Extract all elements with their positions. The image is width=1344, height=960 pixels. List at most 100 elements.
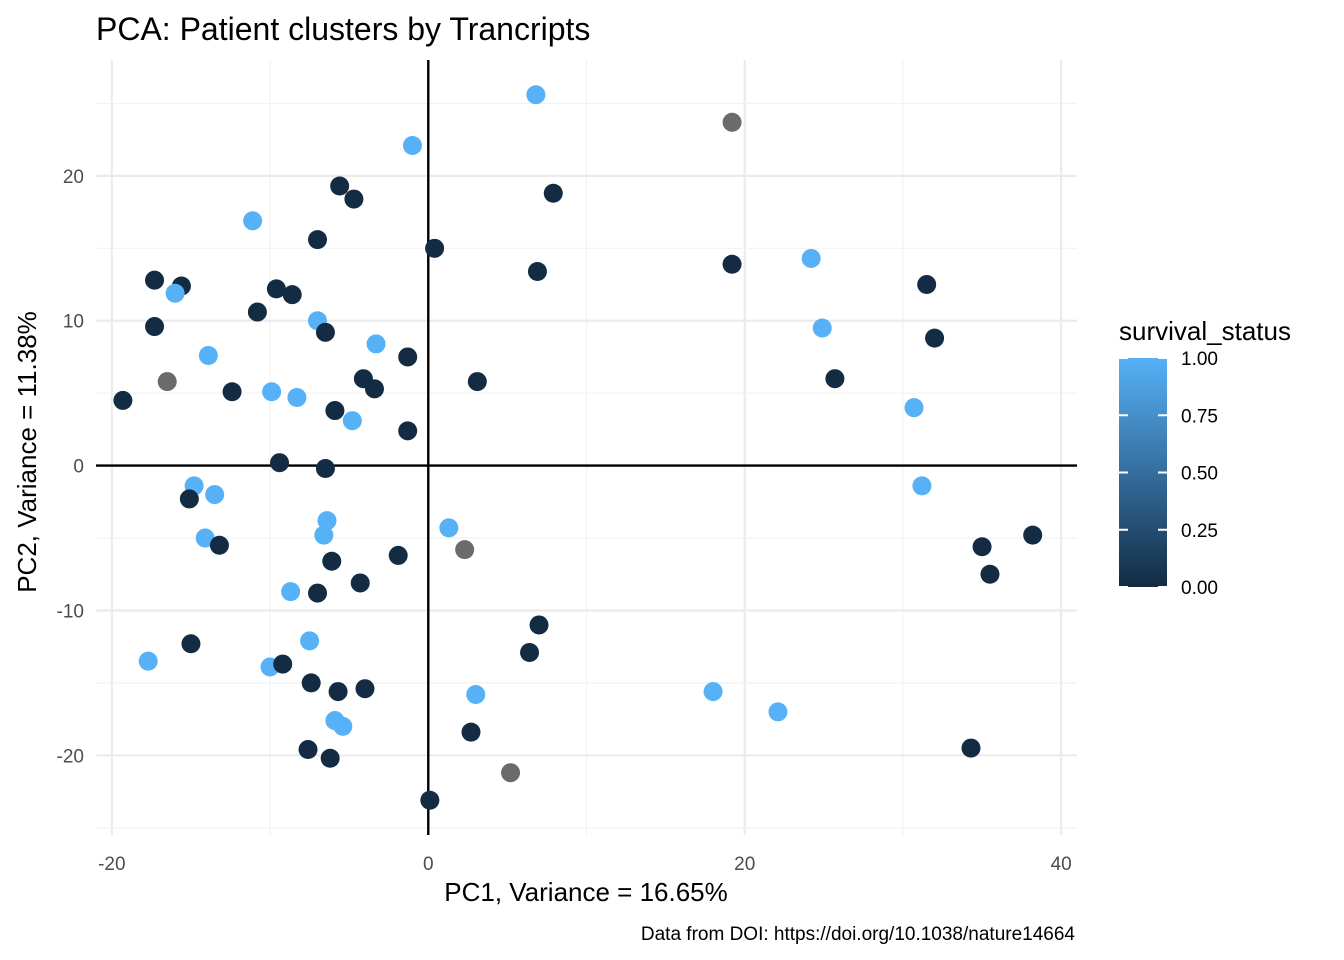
data-point	[722, 254, 742, 274]
data-point	[1023, 525, 1043, 545]
data-point	[308, 230, 328, 250]
data-point	[355, 679, 375, 699]
data-point	[330, 176, 350, 196]
data-point	[138, 651, 158, 671]
legend-break-label: 0.50	[1181, 464, 1218, 485]
y-tick-label: -10	[57, 601, 84, 622]
legend-break-label: 0.25	[1181, 521, 1218, 542]
x-axis-title: PC1, Variance = 16.65%	[444, 877, 728, 907]
reference-lines	[96, 60, 1077, 835]
data-point	[300, 631, 320, 651]
data-point	[165, 283, 185, 303]
data-point	[543, 183, 563, 203]
data-point	[342, 411, 362, 431]
y-axis-title: PC2, Variance = 11.38%	[12, 311, 42, 593]
data-points	[113, 85, 1043, 810]
data-point	[425, 238, 445, 258]
data-point	[526, 85, 546, 105]
data-point	[322, 551, 342, 571]
data-point	[439, 518, 459, 538]
data-point	[317, 511, 337, 531]
y-tick-label: 20	[63, 167, 84, 188]
legend-title: survival_status	[1119, 316, 1291, 346]
data-point	[325, 401, 345, 421]
data-point	[315, 322, 335, 342]
data-point	[912, 476, 932, 496]
data-point	[157, 372, 177, 392]
data-point	[315, 459, 335, 479]
data-point	[825, 369, 845, 389]
data-point	[181, 634, 201, 654]
data-point	[925, 328, 945, 348]
y-tick-label: 10	[63, 312, 84, 333]
x-tick-label: 20	[734, 854, 755, 875]
data-point	[980, 564, 1000, 584]
data-point	[722, 112, 742, 132]
data-point	[501, 763, 521, 783]
color-legend: survival_status 0.00 0.25 0.50 0.75 1.00	[1119, 316, 1291, 599]
x-axis-ticks: -20 0 20 40	[98, 854, 1072, 875]
data-point	[247, 302, 267, 322]
x-tick-label: 40	[1051, 854, 1072, 875]
data-point	[113, 390, 133, 410]
data-point	[467, 372, 487, 392]
legend-break-label: 1.00	[1181, 349, 1218, 370]
data-point	[398, 421, 418, 441]
data-point	[333, 716, 353, 736]
data-point	[703, 682, 723, 702]
x-tick-label: 0	[423, 854, 434, 875]
y-axis-ticks: -20 -10 0 10 20	[57, 167, 84, 767]
data-point	[262, 382, 282, 402]
data-point	[198, 346, 218, 366]
data-point	[287, 388, 307, 408]
data-point	[222, 382, 242, 402]
data-point	[366, 334, 386, 354]
data-point	[145, 317, 165, 337]
data-point	[801, 248, 821, 268]
x-tick-label: -20	[98, 854, 125, 875]
data-point	[281, 582, 301, 602]
data-point	[768, 702, 788, 722]
data-point	[314, 525, 334, 545]
grid	[96, 60, 1077, 835]
data-point	[243, 211, 263, 231]
data-point	[282, 285, 302, 305]
data-point	[388, 545, 408, 565]
data-point	[420, 790, 440, 810]
data-point	[972, 537, 992, 557]
data-point	[364, 379, 384, 399]
data-point	[461, 722, 481, 742]
data-point	[455, 540, 475, 560]
data-point	[917, 275, 937, 295]
data-point	[527, 261, 547, 281]
data-point	[205, 485, 225, 505]
data-point	[529, 615, 549, 635]
chart-caption: Data from DOI: https://doi.org/10.1038/n…	[641, 924, 1076, 945]
data-point	[308, 583, 328, 603]
legend-colorbar	[1119, 357, 1167, 588]
data-point	[520, 642, 540, 662]
data-point	[398, 347, 418, 367]
data-point	[298, 740, 318, 760]
legend-break-label: 0.00	[1181, 578, 1218, 599]
data-point	[466, 684, 486, 704]
data-point	[904, 398, 924, 418]
data-point	[402, 135, 422, 155]
data-point	[320, 748, 340, 768]
data-point	[195, 528, 215, 548]
data-point	[961, 738, 981, 758]
data-point	[209, 535, 229, 555]
y-tick-label: -20	[57, 746, 84, 767]
data-point	[350, 573, 370, 593]
data-point	[328, 682, 348, 702]
data-point	[301, 673, 321, 693]
data-point	[273, 654, 293, 674]
data-point	[179, 489, 199, 509]
legend-break-label: 0.75	[1181, 406, 1218, 427]
data-point	[344, 189, 364, 209]
legend-labels: 0.00 0.25 0.50 0.75 1.00	[1181, 349, 1218, 599]
chart-title: PCA: Patient clusters by Trancripts	[96, 11, 590, 47]
data-point	[145, 270, 165, 290]
data-point	[270, 453, 290, 473]
